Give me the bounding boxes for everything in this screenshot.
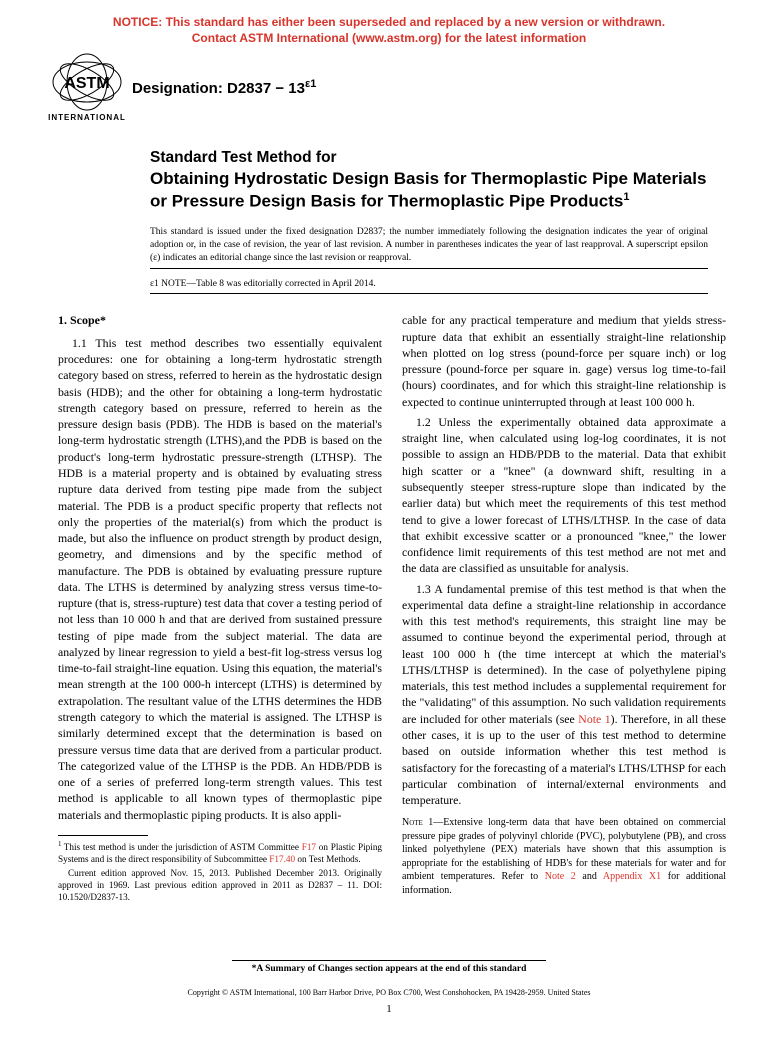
page-footer: *A Summary of Changes section appears at…: [0, 958, 778, 1015]
notice-line1: NOTICE: This standard has either been su…: [113, 15, 665, 29]
header-row: ASTM INTERNATIONAL Designation: D2837 − …: [0, 50, 778, 124]
footnote-rule: [58, 835, 148, 836]
designation-label: Designation: D2837 − 13: [132, 80, 305, 97]
link-f17-40[interactable]: F17.40: [269, 854, 295, 864]
link-f17[interactable]: F17: [302, 842, 316, 852]
logo-subtext: INTERNATIONAL: [48, 113, 126, 122]
footnote-1b: Current edition approved Nov. 15, 2013. …: [58, 868, 382, 904]
notice-banner: NOTICE: This standard has either been su…: [0, 0, 778, 50]
scope-heading: 1. Scope*: [58, 312, 382, 329]
title-lead: Standard Test Method for: [150, 148, 708, 167]
note-1-block: Note 1—Extensive long-term data that hav…: [402, 816, 726, 897]
para-1-3: 1.3 A fundamental premise of this test m…: [402, 581, 726, 809]
right-column: cable for any practical temperature and …: [402, 312, 726, 903]
summary-line: *A Summary of Changes section appears at…: [232, 960, 547, 974]
link-appendix-x1[interactable]: Appendix X1: [603, 871, 661, 882]
logo-text: ASTM: [64, 75, 109, 92]
title-main: Obtaining Hydrostatic Design Basis for T…: [150, 168, 708, 212]
page-number: 1: [0, 1003, 778, 1015]
designation-epsilon: ε1: [305, 78, 316, 90]
left-column: 1. Scope* 1.1 This test method describes…: [58, 312, 382, 903]
link-note-1[interactable]: Note 1: [578, 712, 610, 726]
notice-line2: Contact ASTM International (www.astm.org…: [192, 31, 586, 45]
body-columns: 1. Scope* 1.1 This test method describes…: [0, 294, 778, 903]
issuance-note: This standard is issued under the fixed …: [0, 212, 778, 264]
title-block: Standard Test Method for Obtaining Hydro…: [0, 124, 778, 212]
editorial-note: ε1 NOTE—Table 8 was editorially correcte…: [0, 269, 778, 289]
link-note-2[interactable]: Note 2: [545, 871, 576, 882]
para-1-1: 1.1 This test method describes two essen…: [58, 335, 382, 823]
para-1-2: 1.2 Unless the experimentally obtained d…: [402, 414, 726, 577]
designation: Designation: D2837 − 13ε1: [132, 78, 316, 97]
copyright: Copyright © ASTM International, 100 Barr…: [0, 988, 778, 997]
astm-logo: ASTM INTERNATIONAL: [48, 52, 126, 124]
para-1-1-cont: cable for any practical temperature and …: [402, 312, 726, 410]
footnote-1: 1 This test method is under the jurisdic…: [58, 840, 382, 866]
